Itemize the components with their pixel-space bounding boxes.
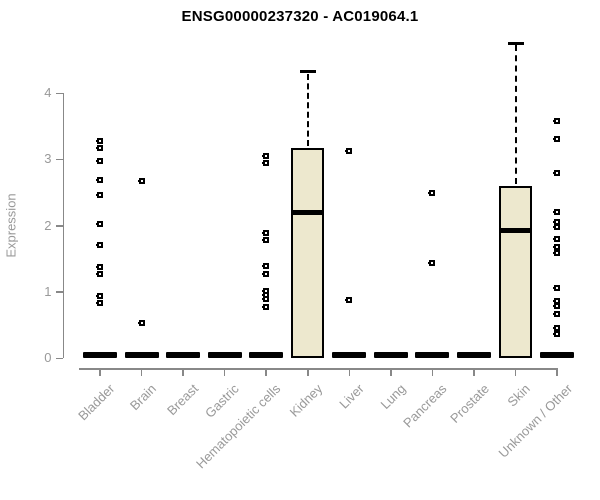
median-skin: [499, 227, 532, 233]
outlier-point-unknown-other: [553, 325, 561, 332]
x-category-label-liver: Liver: [336, 381, 367, 412]
whisker-cap-kidney: [299, 70, 316, 74]
outlier-point-unknown-other: [553, 117, 561, 124]
x-category-label-skin: Skin: [504, 381, 534, 410]
x-axis-tick: [307, 368, 309, 376]
box-kidney: [291, 147, 325, 358]
outlier-point-bladder: [96, 137, 103, 144]
outlier-point-liver: [345, 147, 353, 154]
x-axis-tick: [182, 368, 184, 376]
zero-median-bar-pancreas: [415, 352, 450, 358]
x-axis-tick: [514, 368, 517, 376]
median-kidney: [291, 209, 325, 215]
outlier-point-unknown-other: [553, 250, 561, 257]
outlier-point-unknown-other: [553, 136, 561, 143]
x-category-label-breast: Breast: [163, 381, 201, 419]
x-category-label-kidney: Kidney: [286, 381, 326, 420]
x-axis-tick: [473, 368, 475, 376]
whisker-cap-skin: [507, 41, 524, 45]
x-category-label-brain: Brain: [127, 381, 160, 414]
outlier-point-unknown-other: [553, 298, 561, 305]
zero-median-bar-hematopoietic-cells: [249, 352, 284, 358]
y-axis-label: Expression: [3, 193, 19, 258]
outlier-point-unknown-other: [553, 331, 561, 338]
x-axis-tick: [140, 368, 143, 376]
zero-median-bar-unknown-other: [540, 352, 575, 358]
outlier-point-unknown-other: [553, 303, 561, 310]
x-axis-tick: [431, 368, 434, 376]
outlier-point-hematopoietic-cells: [262, 160, 270, 167]
x-axis-tick: [348, 368, 351, 376]
x-axis-line: [79, 368, 559, 370]
outlier-point-unknown-other: [553, 235, 561, 242]
outlier-point-unknown-other: [553, 310, 561, 317]
y-tick-label: 4: [44, 85, 52, 100]
outlier-point-pancreas: [428, 190, 436, 197]
x-category-label-unknown-other: Unknown / Other: [495, 381, 575, 461]
outlier-point-liver: [345, 296, 353, 303]
outlier-point-bladder: [96, 293, 103, 300]
x-axis-tick: [556, 368, 558, 376]
zero-median-bar-liver: [332, 352, 367, 358]
y-axis-tick: [55, 291, 63, 293]
zero-median-bar-bladder: [83, 352, 117, 358]
x-axis-tick: [390, 368, 392, 376]
outlier-point-unknown-other: [553, 209, 561, 216]
outlier-point-bladder: [96, 177, 103, 184]
outlier-point-hematopoietic-cells: [262, 230, 270, 237]
y-axis-line: [62, 93, 64, 358]
x-category-label-pancreas: Pancreas: [400, 381, 451, 431]
zero-median-bar-brain: [124, 352, 159, 358]
outlier-point-bladder: [96, 192, 103, 199]
zero-median-bar-gastric: [207, 352, 242, 358]
chart-title: ENSG00000237320 - AC019064.1: [181, 8, 419, 25]
outlier-point-hematopoietic-cells: [262, 303, 270, 310]
outlier-point-bladder: [96, 242, 103, 249]
y-tick-label: 2: [44, 217, 52, 233]
y-axis-tick: [55, 158, 63, 161]
outlier-point-brain: [137, 319, 145, 326]
y-tick-label: 3: [44, 151, 52, 167]
box-skin: [499, 186, 532, 358]
zero-median-bar-lung: [373, 352, 408, 358]
zero-median-bar-prostate: [456, 352, 491, 358]
x-axis-tick: [99, 368, 101, 376]
outlier-point-brain: [137, 178, 145, 185]
y-axis-tick: [55, 92, 63, 94]
outlier-point-unknown-other: [553, 224, 561, 231]
outlier-point-unknown-other: [553, 285, 561, 292]
whisker-kidney: [306, 73, 309, 146]
outlier-point-bladder: [96, 220, 103, 227]
outlier-point-unknown-other: [553, 169, 561, 176]
outlier-point-hematopoietic-cells: [262, 270, 270, 277]
outlier-point-hematopoietic-cells: [262, 237, 270, 244]
outlier-point-unknown-other: [553, 219, 561, 226]
outlier-point-unknown-other: [553, 244, 561, 251]
outlier-point-bladder: [96, 270, 103, 277]
x-category-label-gastric: Gastric: [202, 381, 243, 421]
x-axis-tick: [265, 368, 267, 376]
y-axis-tick: [55, 357, 63, 359]
outlier-point-bladder: [96, 263, 103, 270]
outlier-point-hematopoietic-cells: [262, 262, 270, 269]
x-category-label-lung: Lung: [377, 381, 409, 413]
x-category-label-prostate: Prostate: [446, 381, 492, 426]
y-tick-label: 1: [44, 283, 52, 299]
y-tick-label: 0: [44, 350, 52, 365]
outlier-point-bladder: [96, 157, 103, 164]
outlier-point-hematopoietic-cells: [262, 152, 270, 159]
x-category-label-bladder: Bladder: [75, 381, 118, 424]
whisker-skin: [514, 45, 517, 185]
outlier-point-hematopoietic-cells: [262, 296, 270, 303]
y-axis-tick: [55, 225, 63, 227]
x-axis-tick: [223, 368, 226, 376]
outlier-point-bladder: [96, 300, 103, 306]
outlier-point-bladder: [96, 144, 103, 151]
outlier-point-pancreas: [428, 260, 436, 267]
zero-median-bar-breast: [166, 352, 201, 358]
